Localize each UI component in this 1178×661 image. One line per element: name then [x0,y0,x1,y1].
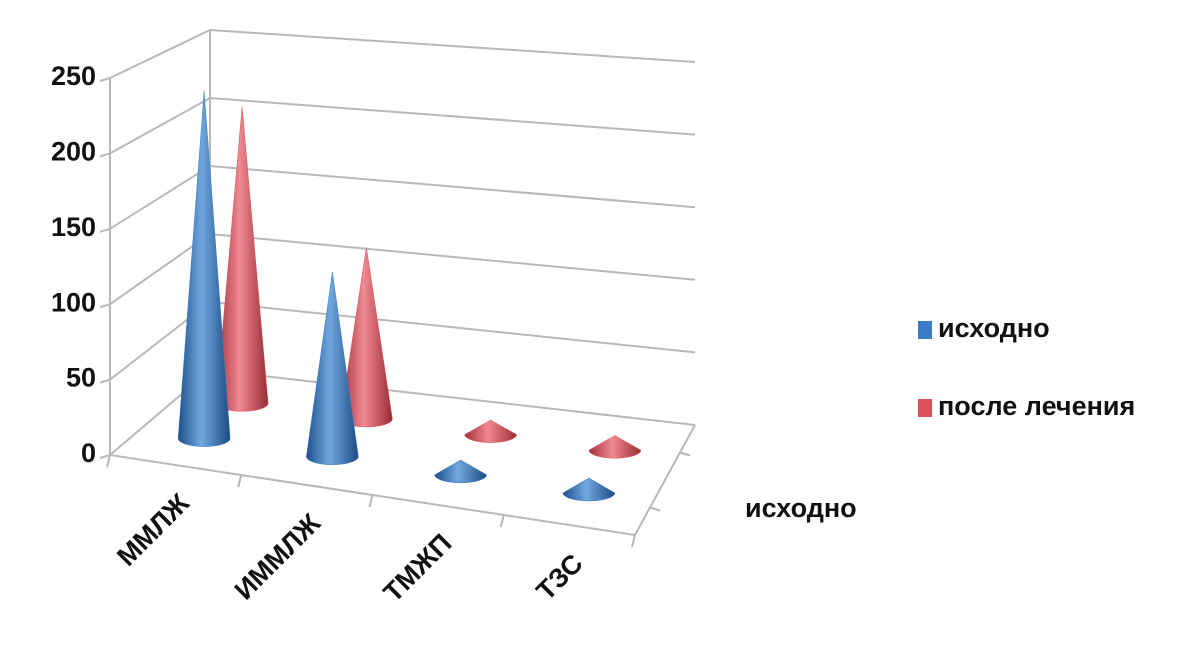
x-tick-mark [368,494,374,508]
cone [306,272,359,465]
x-tick-label: ИММЛЖ [229,508,327,606]
x-tick-label: ММЛЖ [111,488,195,572]
cone [562,477,616,502]
grid-line [109,28,696,79]
y-tick-mark [99,378,111,384]
x-tick-mark [106,454,111,468]
x-tick-mark [499,514,505,528]
legend-swatch [918,399,932,417]
y-tick-mark [99,77,111,82]
x-tick-mark [237,474,243,488]
grid-line [109,96,696,155]
y-tick-mark [99,152,111,158]
cone [464,419,517,443]
cone [177,90,231,447]
depth-tick [679,451,691,457]
y-tick-label: 250 [51,61,96,91]
depth-axis-label: исходно [745,493,857,523]
y-tick-label: 150 [51,212,96,242]
x-tick-label: ТЗС [531,548,589,606]
y-tick-label: 100 [51,287,96,317]
depth-tick [649,506,661,512]
cone [434,459,487,484]
legend-label: исходно [938,313,1050,343]
legend-label: после лечения [938,391,1135,421]
depth-axis [634,424,696,536]
y-tick-label: 50 [66,363,96,393]
y-tick-label: 200 [51,137,96,167]
y-tick-mark [99,303,111,309]
y-tick-mark [99,454,111,459]
cone [588,435,642,459]
legend-swatch [918,321,932,339]
y-tick-label: 0 [81,438,96,468]
x-tick-label: ТМЖП [378,528,458,608]
y-tick-mark [99,227,111,233]
x-tick-mark [631,534,636,548]
